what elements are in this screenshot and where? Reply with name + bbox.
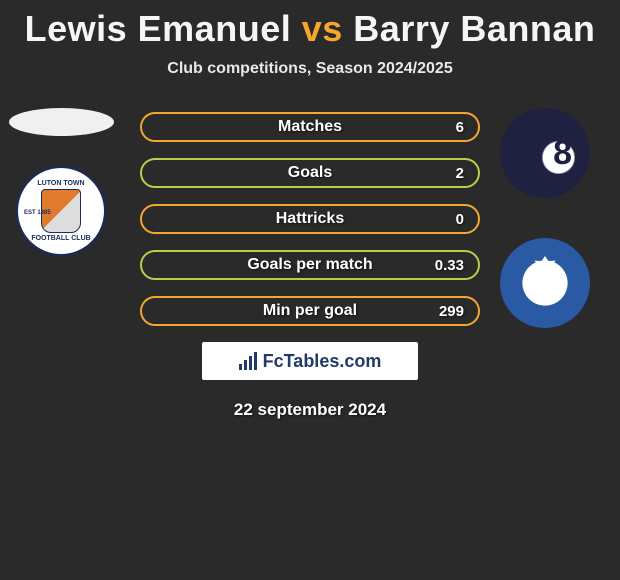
club-name-top: LUTON TOWN	[37, 180, 84, 187]
stat-label: Matches	[278, 118, 342, 136]
stat-label: Goals per match	[247, 256, 372, 274]
club-est: EST 1885	[24, 210, 51, 216]
branding-box: FcTables.com	[202, 342, 418, 380]
right-column: 8	[490, 108, 600, 328]
club-name-bottom: FOOTBALL CLUB	[31, 235, 90, 242]
stats-container: Matches 6 Goals 2 Hattricks 0 Goals per match 0…	[140, 108, 480, 326]
stat-right-value: 0.33	[435, 257, 464, 274]
player2-name: Barry Bannan	[353, 8, 595, 49]
chart-icon	[239, 352, 257, 370]
stat-row-goals-per-match: Goals per match 0.33	[140, 250, 480, 280]
stat-row-hattricks: Hattricks 0	[140, 204, 480, 234]
stat-row-goals: Goals 2	[140, 158, 480, 188]
player1-name: Lewis Emanuel	[25, 8, 292, 49]
player2-shirt-number: 8	[553, 134, 572, 173]
stat-label: Hattricks	[276, 210, 344, 228]
stat-right-value: 299	[439, 303, 464, 320]
player1-avatar-placeholder	[9, 108, 114, 136]
stat-row-matches: Matches 6	[140, 112, 480, 142]
stat-right-value: 6	[456, 119, 464, 136]
stat-row-min-per-goal: Min per goal 299	[140, 296, 480, 326]
branding-text: FcTables.com	[263, 351, 382, 372]
comparison-title: Lewis Emanuel vs Barry Bannan	[0, 0, 620, 50]
player2-club-logo	[500, 238, 590, 328]
player1-club-logo: LUTON TOWN EST 1885 FOOTBALL CLUB	[16, 166, 106, 256]
stat-label: Min per goal	[263, 302, 357, 320]
player2-avatar: 8	[500, 108, 590, 198]
stat-label: Goals	[288, 164, 332, 182]
left-column: LUTON TOWN EST 1885 FOOTBALL CLUB	[6, 108, 116, 256]
stat-right-value: 2	[456, 165, 464, 182]
stat-right-value: 0	[456, 211, 464, 228]
content-area: LUTON TOWN EST 1885 FOOTBALL CLUB 8 Matc…	[0, 108, 620, 326]
subtitle: Club competitions, Season 2024/2025	[0, 60, 620, 78]
date-text: 22 september 2024	[0, 400, 620, 420]
vs-text: vs	[302, 8, 343, 49]
